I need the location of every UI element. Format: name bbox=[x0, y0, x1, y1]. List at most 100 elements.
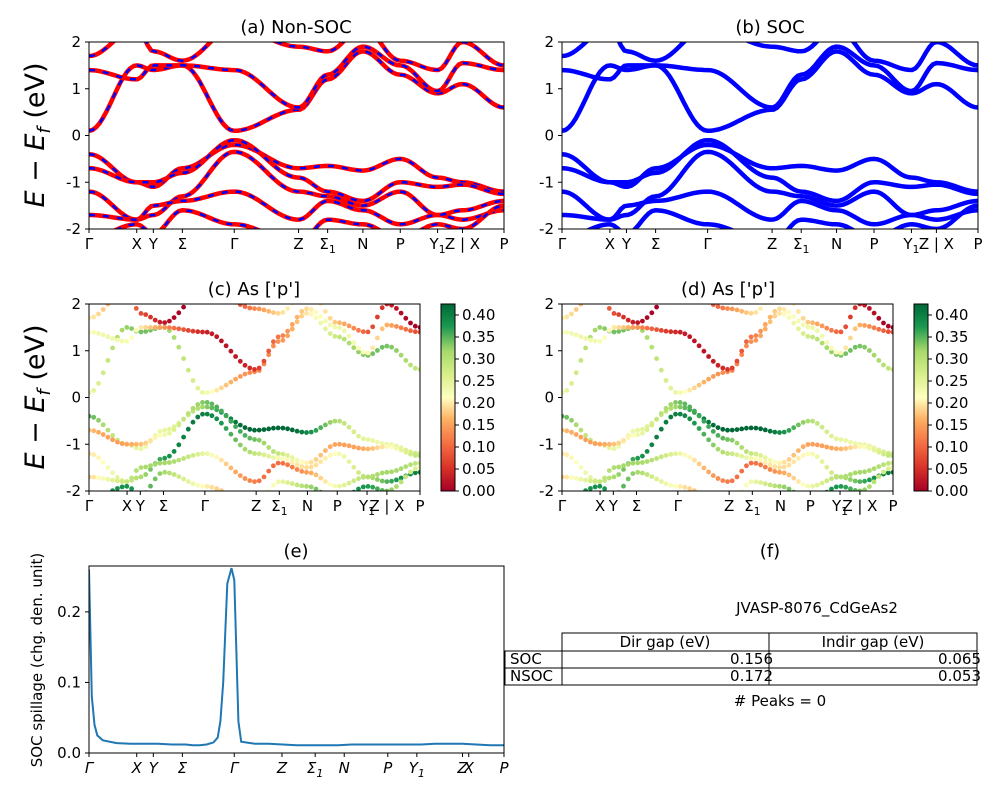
projection-point bbox=[106, 491, 111, 496]
colorbar-tick-label: 0.20 bbox=[462, 394, 495, 412]
projection-point bbox=[744, 463, 749, 469]
x-tick-label: Γ bbox=[85, 497, 94, 515]
band-line-nonsoc-dash bbox=[89, 45, 504, 109]
y-tick-label: 0 bbox=[71, 127, 81, 145]
projection-point bbox=[843, 324, 849, 330]
projection-point bbox=[398, 447, 404, 453]
projection-point bbox=[805, 418, 811, 424]
x-tick-label: X bbox=[122, 497, 132, 515]
projection-point bbox=[701, 418, 707, 424]
projection-point bbox=[829, 470, 834, 475]
projection-point bbox=[247, 478, 253, 483]
projection-point bbox=[710, 473, 716, 478]
x-tick-label: N bbox=[775, 497, 786, 515]
x-tick-label: N bbox=[302, 497, 313, 515]
projection-point bbox=[294, 314, 300, 320]
projection-point bbox=[767, 462, 773, 468]
projection-point bbox=[573, 432, 579, 437]
projection-point bbox=[668, 402, 674, 407]
projection-point bbox=[124, 441, 130, 447]
projection-point bbox=[796, 422, 801, 428]
projection-point bbox=[758, 426, 763, 432]
projection-point bbox=[762, 481, 768, 487]
x-tick-label: P bbox=[499, 759, 509, 777]
projection-point bbox=[337, 325, 342, 331]
y-tick-label: 1 bbox=[71, 342, 81, 360]
projection-point bbox=[313, 486, 319, 491]
projection-point bbox=[256, 478, 262, 484]
panel-e-spillage bbox=[89, 567, 504, 747]
projection-point bbox=[299, 469, 305, 474]
x-tick-label: X bbox=[463, 759, 475, 777]
projection-point bbox=[814, 321, 820, 327]
projection-point bbox=[266, 489, 271, 491]
projection-point bbox=[663, 378, 669, 383]
projection-point bbox=[564, 474, 570, 480]
projection-point bbox=[833, 436, 839, 442]
projection-point bbox=[611, 465, 617, 470]
projection-point bbox=[219, 420, 224, 426]
projection-point bbox=[762, 455, 768, 461]
projection-point bbox=[89, 315, 92, 321]
projection-point bbox=[593, 289, 598, 294]
colorbar-tick-label: 0.05 bbox=[462, 460, 495, 478]
x-tick-label: Y bbox=[149, 759, 160, 777]
projection-point bbox=[753, 451, 759, 457]
x-tick-label: X bbox=[595, 497, 605, 515]
projection-point bbox=[318, 314, 324, 319]
projection-point bbox=[833, 349, 839, 355]
projection-point bbox=[96, 381, 101, 386]
projection-point bbox=[157, 460, 163, 466]
projection-point bbox=[706, 354, 711, 359]
projection-point bbox=[838, 474, 844, 480]
projection-point bbox=[677, 390, 683, 396]
projection-point bbox=[417, 465, 420, 470]
projection-point bbox=[148, 463, 153, 469]
projection-point bbox=[682, 405, 688, 411]
projection-point bbox=[758, 462, 763, 468]
panel-d-projection bbox=[562, 288, 893, 491]
projection-point bbox=[271, 425, 276, 431]
projection-point bbox=[360, 349, 366, 355]
x-tick-label: Z bbox=[293, 235, 303, 253]
projection-point bbox=[852, 470, 858, 476]
projection-point bbox=[762, 322, 768, 327]
projection-point bbox=[739, 489, 744, 491]
projection-point bbox=[271, 343, 276, 349]
x-tick-label: Y bbox=[621, 235, 632, 253]
projection-point bbox=[389, 323, 394, 328]
projection-point bbox=[758, 480, 763, 485]
projection-point bbox=[304, 465, 309, 470]
projection-point bbox=[885, 323, 891, 329]
projection-point bbox=[138, 446, 144, 452]
projection-point bbox=[562, 390, 565, 396]
projection-point bbox=[242, 362, 248, 368]
projection-point bbox=[720, 426, 726, 432]
projection-point bbox=[583, 345, 588, 351]
projection-point bbox=[313, 315, 319, 321]
projection-point bbox=[181, 304, 187, 310]
projection-point bbox=[100, 370, 106, 376]
projection-point bbox=[720, 478, 726, 483]
projection-point bbox=[758, 306, 763, 312]
projection-point bbox=[673, 288, 678, 293]
table-cell: 0.065 bbox=[938, 650, 981, 668]
x-tick-label: Y1 bbox=[429, 235, 446, 256]
projection-point bbox=[360, 484, 366, 490]
projection-point bbox=[91, 452, 97, 458]
projection-point bbox=[228, 379, 234, 385]
projection-point bbox=[133, 327, 139, 333]
projection-point bbox=[710, 442, 716, 448]
projection-point bbox=[256, 365, 262, 371]
projection-point bbox=[191, 294, 196, 299]
projection-point bbox=[668, 385, 674, 391]
projection-point bbox=[644, 459, 650, 464]
projection-point bbox=[200, 404, 205, 410]
projection-point bbox=[753, 456, 759, 461]
projection-point bbox=[616, 325, 622, 330]
projection-point bbox=[327, 315, 333, 321]
projection-point bbox=[289, 460, 295, 465]
projection-point bbox=[890, 469, 893, 475]
projection-point bbox=[564, 428, 570, 434]
projection-point bbox=[209, 484, 215, 490]
